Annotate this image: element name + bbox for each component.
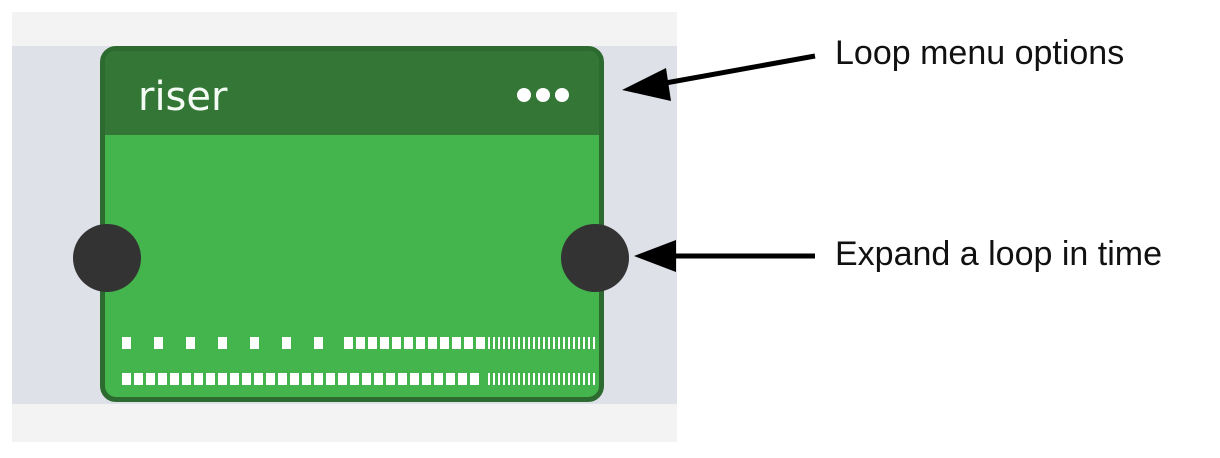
step-pattern-bottom <box>122 371 596 387</box>
loop-end-handle[interactable] <box>561 224 629 292</box>
callout-menu-options: Loop menu options <box>835 34 1125 72</box>
loop-header: riser <box>105 51 599 135</box>
panel-top-strip <box>12 12 677 46</box>
menu-dot <box>536 88 550 102</box>
panel-bottom-strip <box>12 404 677 442</box>
menu-dot <box>555 88 569 102</box>
step-pattern-top <box>122 335 596 351</box>
loop-start-handle[interactable] <box>73 224 141 292</box>
callout-expand-loop: Expand a loop in time <box>835 235 1162 273</box>
arrow-to-handle <box>634 240 815 272</box>
more-horizontal-icon[interactable] <box>517 87 569 103</box>
loop-title: riser <box>138 74 228 120</box>
menu-dot <box>517 88 531 102</box>
arrow-to-menu <box>622 53 816 101</box>
